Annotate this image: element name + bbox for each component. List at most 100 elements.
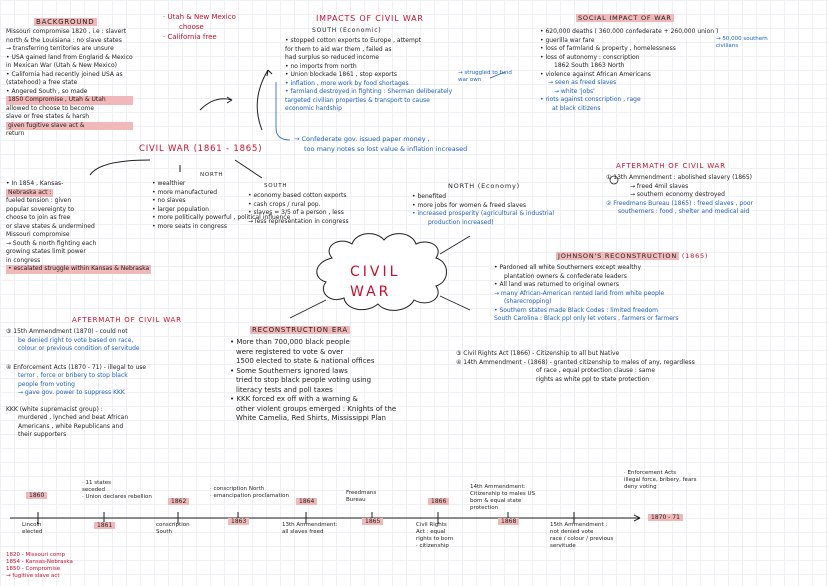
south-line: • slaves = 3/5 of a person , less (248, 209, 344, 216)
arrow-head (266, 69, 273, 77)
impacts-line: • farmland destroyed in fighting : Sherm… (285, 88, 453, 95)
timeline-year: 1861 (94, 522, 116, 529)
reconstruction-line: literacy tests and poll taxes (236, 385, 333, 394)
kansas-notes: • In 1854 , Kansas- Nebraska act : fuele… (6, 180, 152, 274)
aftermath2-line: ③ 15th Ammendment (1870) - could not (6, 328, 128, 335)
social-line: • violence against African Americans (540, 70, 651, 78)
timeline-year: 1864 (296, 498, 318, 505)
background-line: north & the Louisiana : no slave states (6, 36, 122, 44)
north-notes: • wealthier • more manufactured • no sla… (152, 180, 290, 231)
kansas-line: growing states limit power (6, 248, 86, 255)
utah-note-line: · California free (163, 33, 217, 41)
north-line: • more seats in congress (152, 222, 228, 230)
social-heading: SOCIAL IMPACT OF WAR (576, 14, 674, 22)
social-line: • guerilla war fare (540, 36, 595, 44)
reconstruction-line: other violent groups emerged : Knights o… (236, 404, 397, 413)
impacts-line: had surplus so reduced income (285, 54, 379, 61)
aftermath-line: → southern economy destroyed (630, 191, 725, 198)
impacts-line: for them to aid war them , failed as (285, 45, 392, 53)
impacts-notes: • stopped cotton exports to Europe , att… (285, 37, 452, 114)
background-heading: BACKGROUND (34, 18, 97, 26)
impacts-line: • Union blockade 1861 , stop exports (285, 71, 398, 78)
south-heading: SOUTH (264, 183, 288, 189)
timeline-label: Civil Rights Act : equal rights to born … (416, 522, 454, 549)
timeline-year: 1863 (228, 518, 250, 525)
background-line: Missouri compromise 1820 , i.e : slavert (6, 28, 127, 35)
north-econ-line: • increased prosperity (agricultural & i… (412, 210, 555, 217)
timeline-label: Lincoln elected (22, 522, 43, 535)
aftermath2-line: be denied right to vote based on race, (18, 336, 134, 344)
arrow-to-reconstruction (289, 299, 327, 319)
timeline-arrowhead (633, 514, 641, 522)
background-notes: Missouri compromise 1820 , i.e : slavert… (6, 28, 133, 139)
aftermath2-line: terror , force or bribery to stop black (18, 372, 128, 379)
johnson-line: • Pardoned all white Southerners except … (494, 264, 641, 271)
aftermath-line: ① 13th Ammendment : abolished slavery (1… (606, 174, 753, 181)
arrow-to-background (199, 98, 233, 111)
corner-note-line: 1820 - Missouri comp (6, 552, 66, 558)
aftermath2-line: ④ Enforcement Acts (1870 - 71) - illegal… (6, 363, 147, 371)
background-line: 1850 Compromise , Utah & Utah (6, 96, 133, 105)
reconstruction-line: • Some Southerners ignored laws (230, 366, 348, 375)
social-notes: • 620,000 deaths ( 360,000 confederate +… (540, 28, 718, 113)
impacts-line: targeted civilian properties & transport… (285, 96, 430, 104)
social-line: • 620,000 deaths ( 360,000 confederate +… (540, 28, 719, 35)
kansas-line: Missouri compromise (6, 231, 70, 238)
impacts-line: • inflation , more work by food shortage… (285, 79, 409, 87)
number-circle (609, 175, 619, 185)
north-line: • no slaves (152, 197, 186, 204)
arrow-to-impacts (256, 69, 269, 131)
utah-note: · Utah & New Mexico choose · California … (163, 12, 236, 42)
aftermath2-heading: AFTERMATH OF CIVIL WAR (72, 316, 182, 324)
timeline-label: 15th Ammendment : not denied vote race /… (550, 522, 614, 549)
timeline-label: conscription South (156, 522, 190, 535)
reconstruction-heading: RECONSTRUCTION ERA (250, 326, 351, 334)
background-line: • California had recently joined USA as (6, 70, 123, 78)
corner-note-line: → fugitive slave act (6, 573, 60, 579)
civil-rights-line: of race , equal protection clause : same (536, 367, 656, 374)
confederate-line: → Confederate gov. issued paper money , (294, 135, 430, 143)
north-line: • more manufactured (152, 188, 218, 196)
corner-note-line: 1850 - Compromise (6, 566, 61, 572)
cloud-label: CIVIL WAR (350, 264, 401, 300)
civil-rights-line: rights as white ppl to state protection (536, 375, 650, 383)
civil-rights-line: ④ 14th Ammendment - (1868) - granted cit… (456, 358, 695, 366)
reconstruction-line: • KKK forced ex off with a warning & (230, 395, 358, 403)
utah-note-line: · Utah & New Mexico (163, 13, 236, 21)
kansas-line: popular sovereignty to (6, 205, 74, 213)
timeline-label: 14th Ammendment: Citizenship to males US… (470, 484, 535, 511)
confederate-line: too many notes so lost value & inflation… (304, 145, 468, 153)
johnson-notes: • Pardoned all white Southerners except … (494, 264, 679, 324)
aftermath2-line: Americans , white Republicans and (18, 422, 124, 430)
north-line: • wealthier (152, 180, 186, 187)
johnson-line: • All land was returned to original owne… (494, 281, 619, 288)
arrow-struggled (489, 71, 506, 79)
johnson-line: South Carolina : Black ppl only let vote… (494, 315, 679, 322)
kansas-line: fueled tension : given (6, 197, 72, 204)
social-line: • riots against conscription , rage (540, 96, 641, 103)
corner-note-line: 1854 - Kansas-Nebraska (6, 559, 73, 565)
social-line: • loss of farmland & property , homeless… (540, 45, 676, 52)
background-line: • USA gained land from England & Mexico (6, 53, 133, 61)
aftermath-line: southerners : food , shelter and medical… (618, 208, 750, 215)
kansas-line: → South & north fighting each (6, 239, 97, 247)
aftermath2-notes: ③ 15th Ammendment (1870) - could not be … (6, 328, 146, 440)
johnson-line: plantation owners & confederate leaders (504, 272, 627, 280)
johnson-heading: JOHNSON'S RECONSTRUCTION (1865) (556, 252, 709, 260)
aftermath-notes: ① 13th Ammendment : abolished slavery (1… (606, 174, 753, 217)
arrow-head (226, 96, 233, 104)
impacts-heading: IMPACTS OF CIVIL WAR (316, 14, 424, 23)
south-line: → less representation in congress (248, 217, 349, 225)
background-line: allowed to choose to become (6, 104, 95, 112)
johnson-line: → many African-American rented land from… (494, 289, 665, 297)
kansas-line: • In 1854 , Kansas- (6, 180, 64, 187)
background-line: → transferring territories are unsure (6, 45, 114, 52)
kansas-line: choose to join as free (6, 214, 71, 221)
arrow-to-south (234, 159, 263, 179)
timeline-label: Freedmans Bureau (346, 490, 377, 503)
north-heading: NORTH (200, 172, 224, 178)
arrow-to-north-econ (439, 235, 471, 255)
timeline-year: 1868 (498, 518, 520, 525)
social-line: 1862 South 1863 North (554, 62, 625, 69)
timeline-year: 1862 (168, 498, 190, 505)
